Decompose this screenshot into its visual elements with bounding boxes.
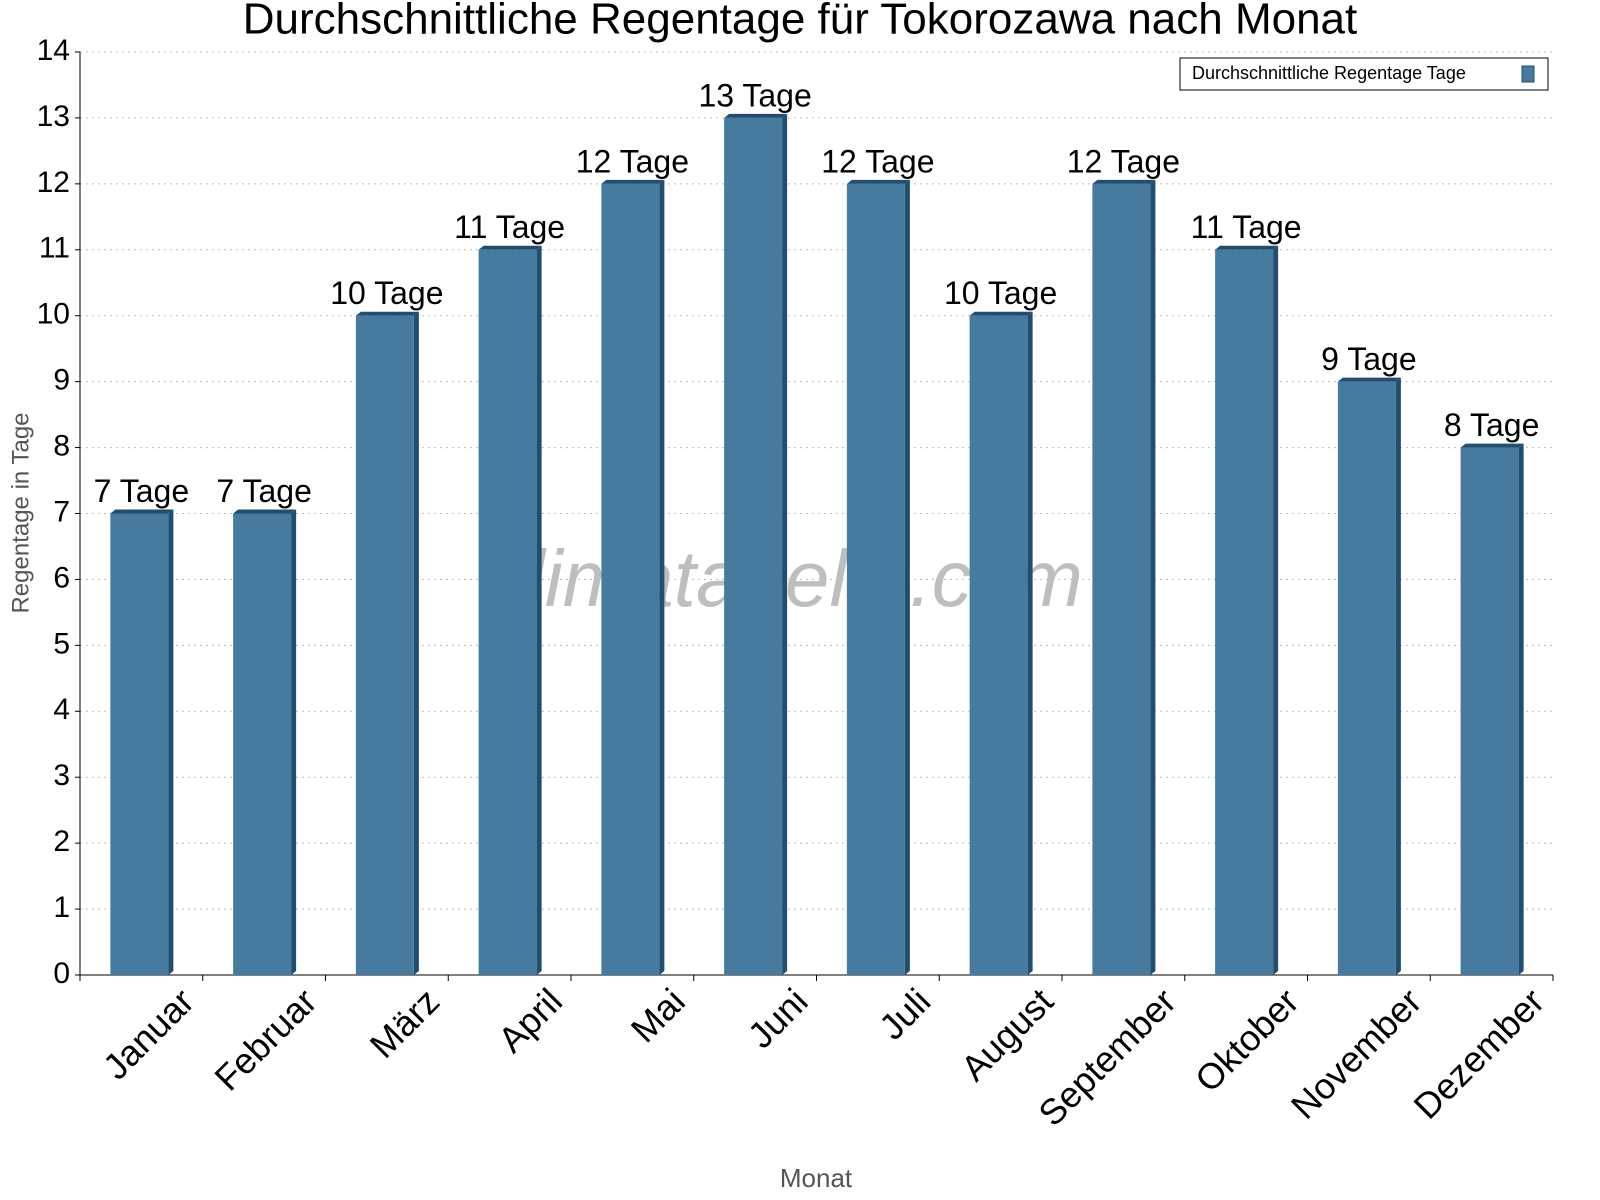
x-tick-label: August: [953, 980, 1061, 1088]
bar-side: [1150, 179, 1156, 975]
bar-top: [478, 245, 542, 250]
bar: [1337, 381, 1396, 976]
data-label: 12 Tage: [821, 143, 934, 179]
bar: [846, 183, 905, 975]
bar-side: [413, 311, 419, 975]
y-tick-label: 3: [53, 759, 70, 792]
bar-group: [1215, 245, 1279, 976]
legend-label: Durchschnittliche Regentage Tage: [1192, 63, 1466, 83]
x-tick-label: April: [490, 980, 570, 1060]
y-tick-label: 6: [53, 561, 70, 594]
bar-side: [1518, 443, 1524, 976]
x-tick-label: Oktober: [1187, 980, 1307, 1100]
bar-group: [233, 509, 297, 975]
data-label: 13 Tage: [698, 77, 811, 113]
bar: [1215, 249, 1274, 976]
x-tick-label: November: [1283, 980, 1429, 1126]
bar-top: [1092, 179, 1156, 184]
y-tick-label: 9: [53, 364, 70, 397]
y-tick-label: 7: [53, 495, 70, 528]
x-tick-label: Mai: [623, 980, 693, 1050]
data-label: 10 Tage: [944, 275, 1057, 311]
bar: [1460, 447, 1519, 976]
y-tick-label: 0: [53, 957, 70, 990]
bar-group: [110, 509, 174, 975]
y-tick-label: 5: [53, 627, 70, 660]
bar-side: [659, 179, 665, 975]
data-label: 9 Tage: [1321, 341, 1417, 377]
bar-top: [1337, 377, 1401, 382]
data-label: 8 Tage: [1444, 407, 1540, 443]
bar-side: [1027, 311, 1033, 975]
y-tick-label: 8: [53, 429, 70, 462]
x-tick-label: Januar: [95, 980, 202, 1087]
bar-group: [1092, 179, 1156, 975]
bar-top: [1460, 443, 1524, 448]
bar-group: [1337, 377, 1401, 976]
data-label: 11 Tage: [1191, 209, 1302, 245]
bar-side: [536, 245, 542, 976]
legend-swatch: [1521, 65, 1535, 83]
y-tick-label: 12: [37, 166, 70, 199]
bar-top: [1215, 245, 1279, 250]
x-tick-label: März: [362, 980, 448, 1066]
bar-side: [904, 179, 910, 975]
bar-side: [1273, 245, 1279, 976]
bar-top: [233, 509, 297, 514]
x-tick-label: Februar: [206, 980, 324, 1098]
bar-group: [478, 245, 542, 976]
bar-top: [355, 311, 419, 316]
bar: [355, 315, 414, 975]
x-tick-label: Dezember: [1406, 980, 1552, 1126]
x-axis-title: Monat: [780, 1163, 853, 1193]
bar-group: [846, 179, 910, 975]
bar: [969, 315, 1028, 975]
bar-top: [110, 509, 174, 514]
chart-title: Durchschnittliche Regentage für Tokoroza…: [243, 0, 1357, 44]
x-tick-label: Juni: [740, 980, 816, 1056]
bar-top: [601, 179, 665, 184]
y-tick-label: 13: [37, 100, 70, 133]
y-tick-label: 11: [39, 232, 70, 265]
data-label: 12 Tage: [1067, 143, 1180, 179]
x-tick-label: Juli: [871, 980, 938, 1047]
bar: [724, 117, 783, 975]
bar: [233, 513, 292, 975]
bar-group: [724, 113, 788, 975]
bar-group: [969, 311, 1033, 975]
bar-group: [1460, 443, 1524, 976]
data-label: 7 Tage: [216, 473, 312, 509]
y-tick-label: 10: [37, 298, 70, 331]
bar-side: [291, 509, 297, 975]
data-label: 11 Tage: [454, 209, 565, 245]
legend-box: [1179, 57, 1549, 91]
bar: [478, 249, 537, 976]
y-tick-label: 2: [53, 825, 70, 858]
y-axis-title: Regentage in Tage: [7, 412, 34, 613]
data-label: 12 Tage: [576, 143, 689, 179]
bar-side: [168, 509, 174, 975]
y-tick-label: 14: [37, 34, 70, 67]
bar-top: [724, 113, 788, 118]
bar: [1092, 183, 1151, 975]
y-tick-label: 1: [53, 891, 70, 924]
bar-group: [355, 311, 419, 975]
bar-top: [969, 311, 1033, 316]
data-label: 10 Tage: [330, 275, 443, 311]
bar-group: [601, 179, 665, 975]
y-tick-label: 4: [53, 693, 70, 726]
data-label: 7 Tage: [94, 473, 190, 509]
bar: [110, 513, 169, 975]
bar: [601, 183, 660, 975]
bar-side: [782, 113, 788, 975]
bar-top: [846, 179, 910, 184]
bar-side: [1395, 377, 1401, 976]
